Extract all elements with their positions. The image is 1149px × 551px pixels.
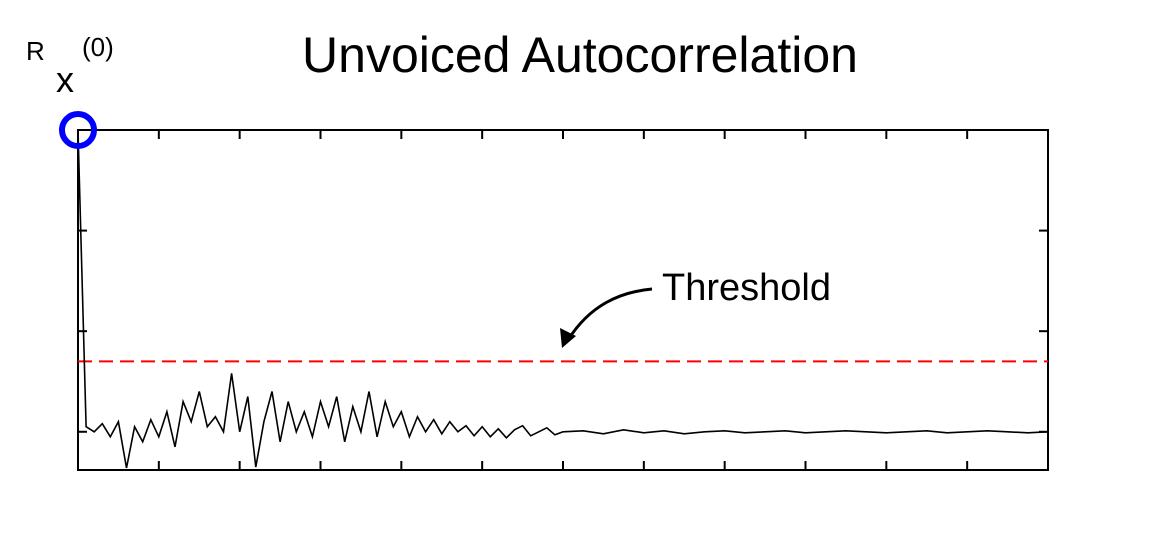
annotation-suffix: (0) [82, 32, 114, 62]
threshold-label: Threshold [662, 267, 831, 309]
annotation-arrow [566, 287, 653, 341]
arrow-head [560, 328, 576, 348]
chart-title: Unvoiced Autocorrelation [302, 27, 858, 83]
plot-frame [77, 129, 1049, 471]
annotation-base: R [26, 36, 45, 66]
data-line [77, 129, 1049, 469]
peak-marker [59, 111, 97, 149]
annotation-subscript: x [56, 59, 74, 100]
